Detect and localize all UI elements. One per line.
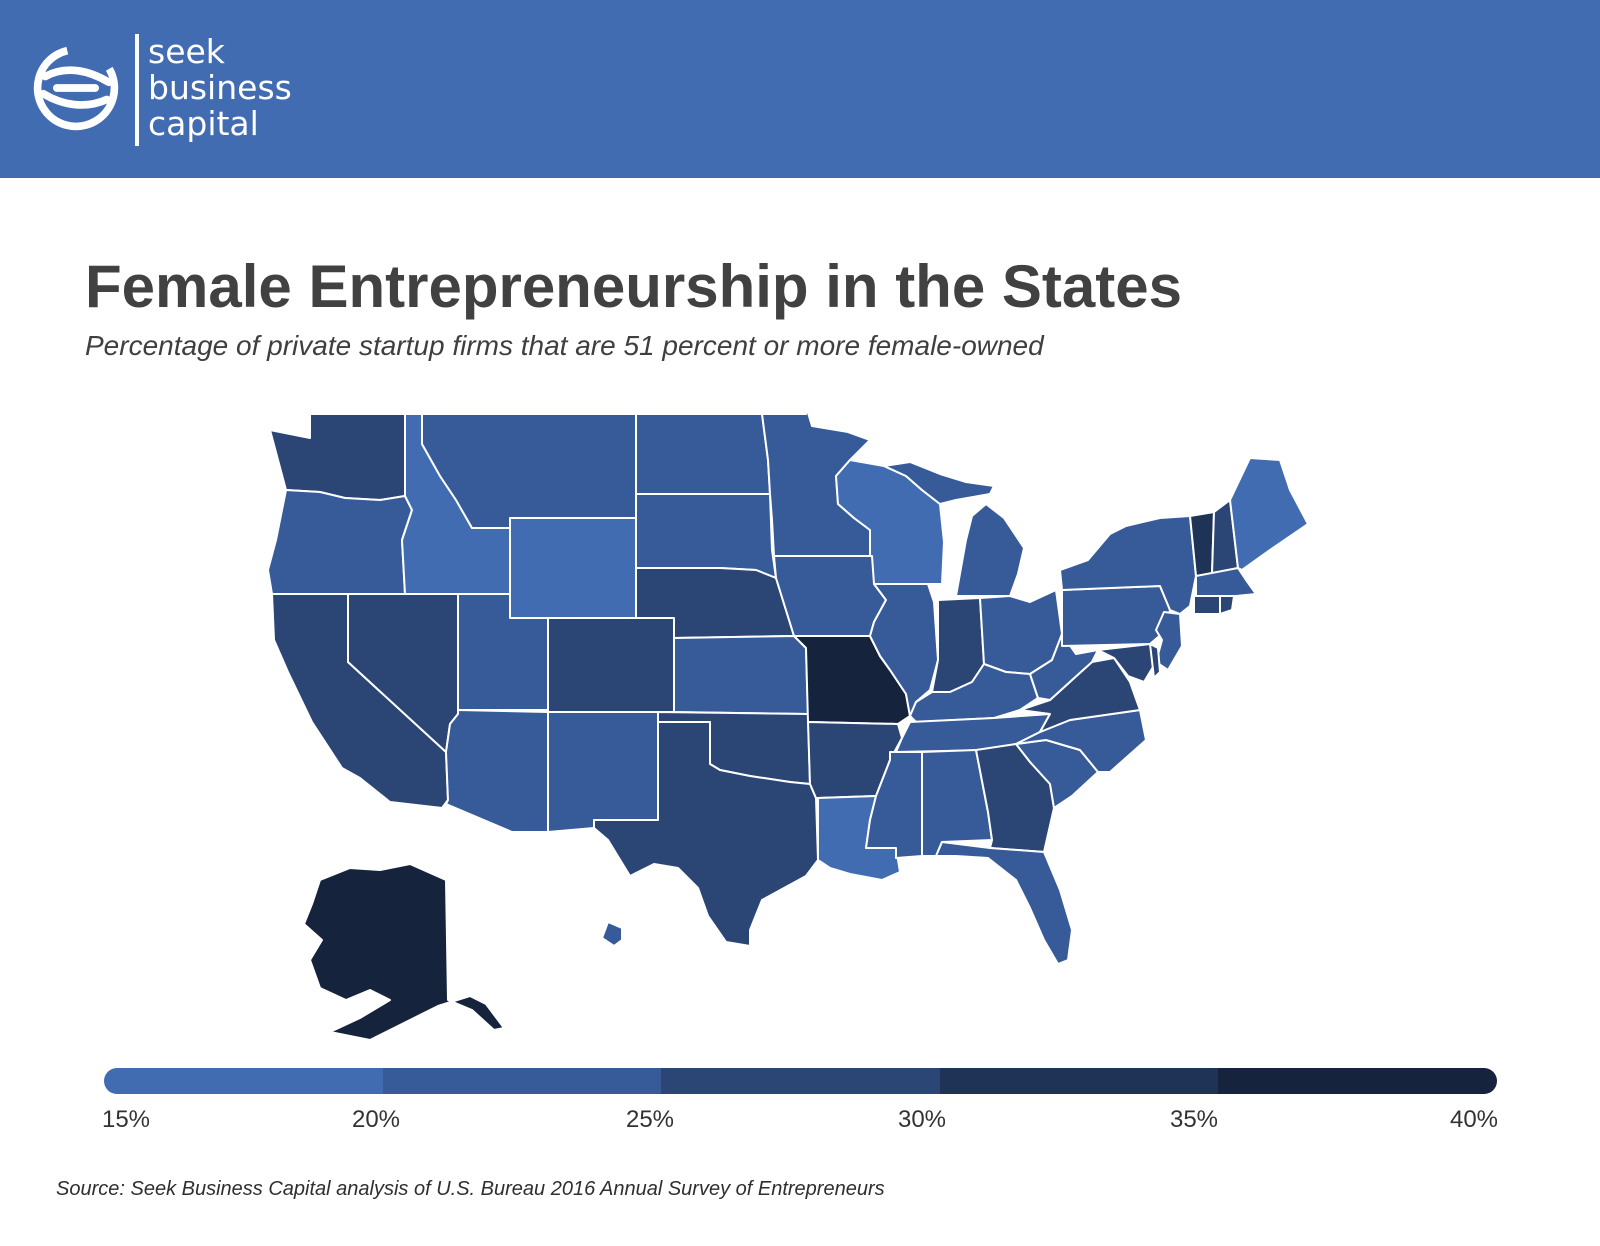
legend-tick-labels: 15% 20% 25% 30% 35% 40% [101, 1106, 1499, 1136]
legend-segment-25-30 [661, 1068, 940, 1094]
state-colorado[interactable] [547, 617, 675, 713]
state-delaware[interactable] [1149, 643, 1161, 679]
state-pennsylvania[interactable] [1061, 585, 1171, 647]
color-legend [104, 1068, 1497, 1094]
state-michigan-upper[interactable] [883, 461, 995, 505]
state-kansas[interactable] [673, 635, 809, 715]
state-south-dakota[interactable] [635, 493, 777, 579]
brand-line-capital: capital [148, 104, 259, 143]
state-texas[interactable] [593, 721, 819, 947]
state-maine[interactable] [1229, 457, 1309, 571]
brand-name: seek business capital [148, 34, 292, 142]
legend-segment-35-40 [1218, 1068, 1497, 1094]
source-note: Source: Seek Business Capital analysis o… [56, 1178, 885, 1200]
state-new-jersey[interactable] [1155, 611, 1183, 671]
state-florida[interactable] [935, 841, 1073, 965]
state-connecticut[interactable] [1193, 595, 1221, 615]
state-rhode-island[interactable] [1219, 595, 1235, 615]
state-michigan-lower[interactable] [955, 503, 1025, 597]
legend-tick-20: 20% [351, 1106, 401, 1133]
brand-logo[interactable]: seek business capital [28, 30, 328, 150]
legend-tick-30: 30% [897, 1106, 947, 1133]
state-illinois[interactable] [869, 583, 939, 717]
legend-segment-15-20 [104, 1068, 383, 1094]
legend-tick-15: 15% [101, 1106, 151, 1133]
state-alaska[interactable] [303, 863, 505, 1041]
page-title: Female Entrepreneurship in the States [85, 253, 1182, 320]
page-subtitle: Percentage of private startup firms that… [85, 330, 1044, 361]
state-new-mexico[interactable] [547, 711, 659, 833]
seek-s-logo-icon [33, 45, 119, 131]
us-states-choropleth-map [267, 405, 1309, 1041]
state-west-virginia[interactable] [1029, 633, 1099, 701]
header-banner: seek business capital [0, 0, 1600, 178]
state-iowa[interactable] [773, 555, 887, 637]
state-washington[interactable] [269, 413, 406, 501]
legend-segment-30-35 [939, 1068, 1219, 1094]
state-arizona[interactable] [445, 709, 549, 833]
logo-divider [135, 34, 139, 146]
legend-segment-20-25 [382, 1068, 662, 1094]
state-north-dakota[interactable] [635, 413, 771, 495]
brand-line-seek: seek [148, 32, 225, 71]
legend-color-bar [104, 1068, 1497, 1094]
legend-tick-40: 40% [1449, 1106, 1499, 1133]
brand-line-business: business [148, 68, 292, 107]
state-oregon[interactable] [267, 489, 413, 595]
legend-tick-25: 25% [625, 1106, 675, 1133]
legend-tick-35: 35% [1169, 1106, 1219, 1133]
state-hawaii[interactable] [601, 921, 623, 947]
state-wyoming[interactable] [509, 517, 637, 619]
